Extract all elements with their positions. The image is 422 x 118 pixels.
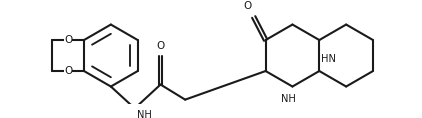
Text: O: O bbox=[64, 66, 72, 76]
Text: O: O bbox=[64, 35, 72, 45]
Text: O: O bbox=[157, 41, 165, 51]
Text: NH: NH bbox=[281, 95, 296, 104]
Text: HN: HN bbox=[321, 54, 336, 64]
Text: NH: NH bbox=[137, 110, 151, 118]
Text: O: O bbox=[243, 1, 252, 11]
